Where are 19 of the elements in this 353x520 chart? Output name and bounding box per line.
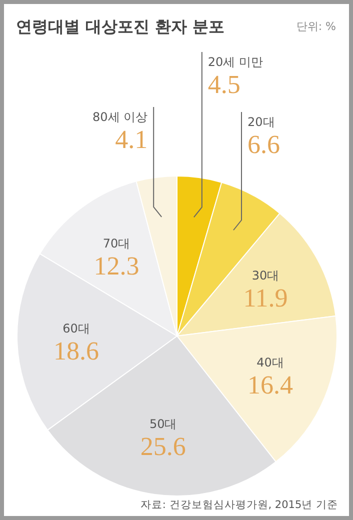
data-label: 4.5 — [208, 70, 240, 99]
data-label: 6.6 — [247, 130, 280, 159]
chart-subtitle: 단위: % — [296, 20, 336, 33]
data-label: 12.3 — [94, 251, 140, 280]
text: 자료: 건강보험심사평가원, 2015년 기준 — [140, 499, 338, 511]
slice-label: 40대 — [256, 355, 284, 370]
data-label: 16.4 — [248, 370, 293, 400]
slice-label: 60대 — [62, 321, 90, 336]
data-label: 11.9 — [243, 284, 288, 313]
slice-label: 20세 미만 — [208, 55, 263, 69]
slice-label: 50대 — [149, 416, 177, 431]
slice-label: 80세 이상 — [92, 110, 148, 124]
slice-label: 20대 — [247, 115, 275, 129]
chart-title: 연령대별 대상포진 환자 분포 — [16, 17, 225, 36]
data-label: 25.6 — [140, 432, 186, 461]
data-label: 4.1 — [115, 125, 148, 154]
slice-label: 70대 — [102, 236, 130, 250]
slice-label: 30대 — [252, 268, 280, 283]
data-label: 18.6 — [54, 336, 100, 366]
